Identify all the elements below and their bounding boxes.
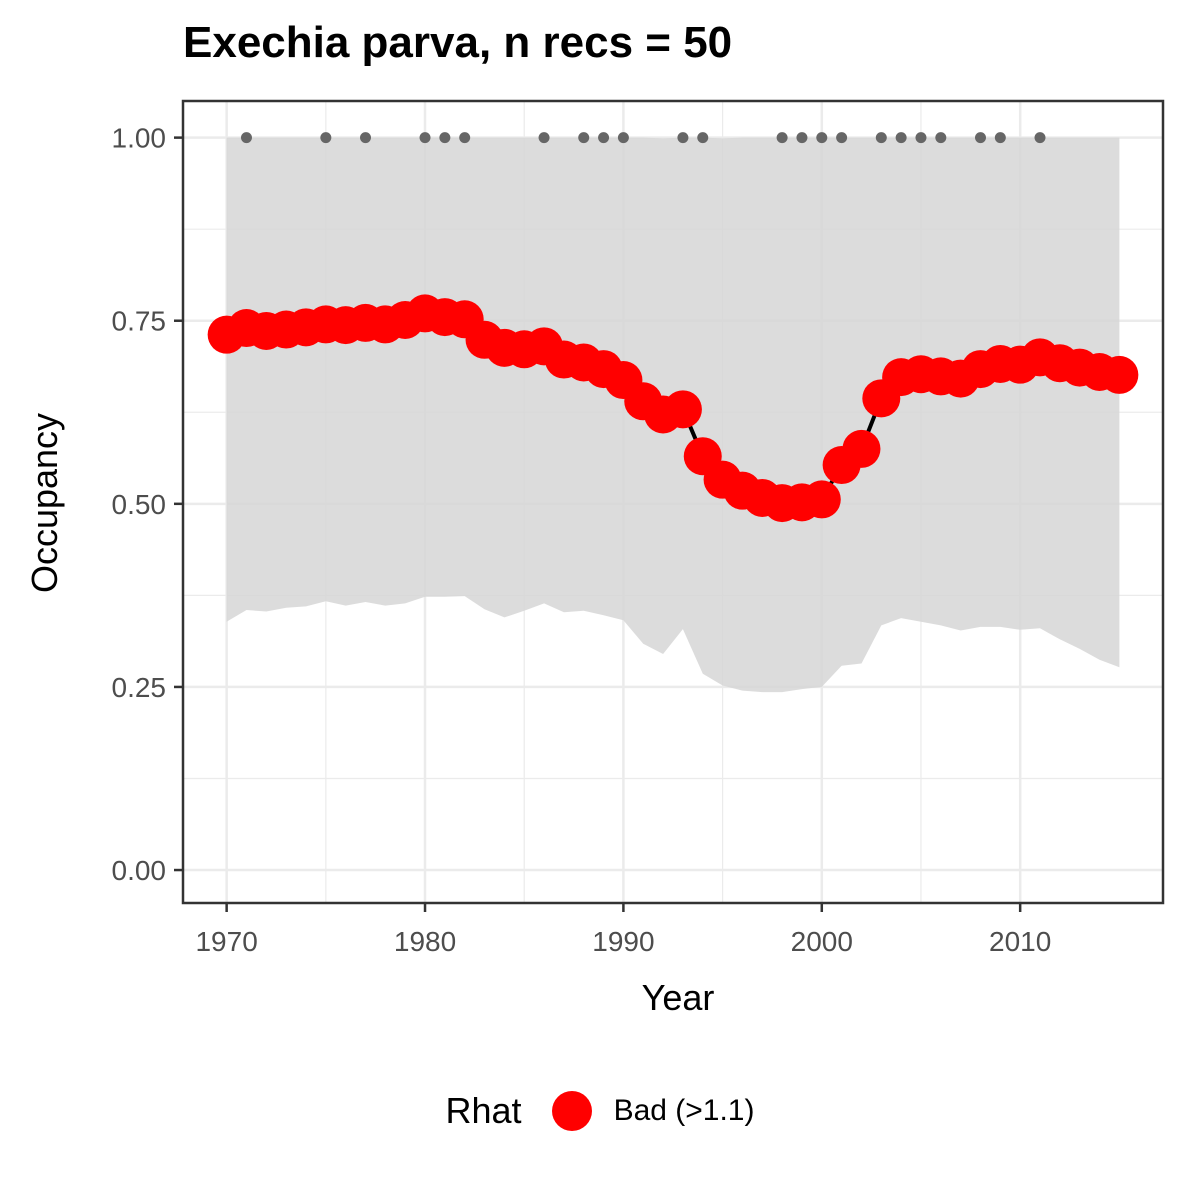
y-tick-label: 0.50 [112,489,167,520]
record-point [617,132,629,144]
record-point [240,132,252,144]
record-point [419,132,431,144]
x-tick-label: 2000 [791,926,853,957]
y-tick-label: 0.75 [112,306,167,337]
chart-title: Exechia parva, n recs = 50 [183,18,733,67]
legend-label-bad: Bad (>1.1) [613,1094,755,1127]
record-point [875,132,887,144]
x-tick-label: 1970 [195,926,257,957]
record-point [459,132,471,144]
record-point [836,132,848,144]
legend: Rhat Bad (>1.1) [0,1090,1200,1132]
record-point [796,132,808,144]
record-point [895,132,907,144]
y-tick-label: 1.00 [112,123,167,154]
panel-border [181,99,1165,905]
record-point [816,132,828,144]
x-axis-title: Year [642,977,715,1018]
record-point [974,132,986,144]
occupancy-point [663,390,702,429]
record-point [697,132,709,144]
y-tick-label: 0.00 [112,855,167,886]
legend-key-red-dot [551,1091,592,1131]
record-point [439,132,451,144]
record-points-layer [240,132,1046,144]
x-tick-label: 2010 [989,926,1051,957]
occupancy-point [802,480,841,519]
record-point [538,132,550,144]
record-point [598,132,610,144]
record-point [360,132,372,144]
record-point [1034,132,1046,144]
legend-title: Rhat [445,1090,522,1131]
record-point [915,132,927,144]
record-point [677,132,689,144]
x-tick-label: 1990 [592,926,654,957]
occupancy-point [1100,355,1139,394]
occupancy-points-layer [207,294,1139,523]
x-tick-label: 1980 [394,926,456,957]
record-point [320,132,332,144]
record-point [578,132,590,144]
record-point [994,132,1006,144]
occupancy-point [842,429,881,468]
record-point [935,132,947,144]
y-tick-label: 0.25 [112,672,167,703]
y-axis-title: Occupancy [24,413,65,593]
axes-layer: 1970 1980 1990 2000 2010 0.00 0.25 0.50 0.75 1.00 [112,99,1165,957]
record-point [776,132,788,144]
